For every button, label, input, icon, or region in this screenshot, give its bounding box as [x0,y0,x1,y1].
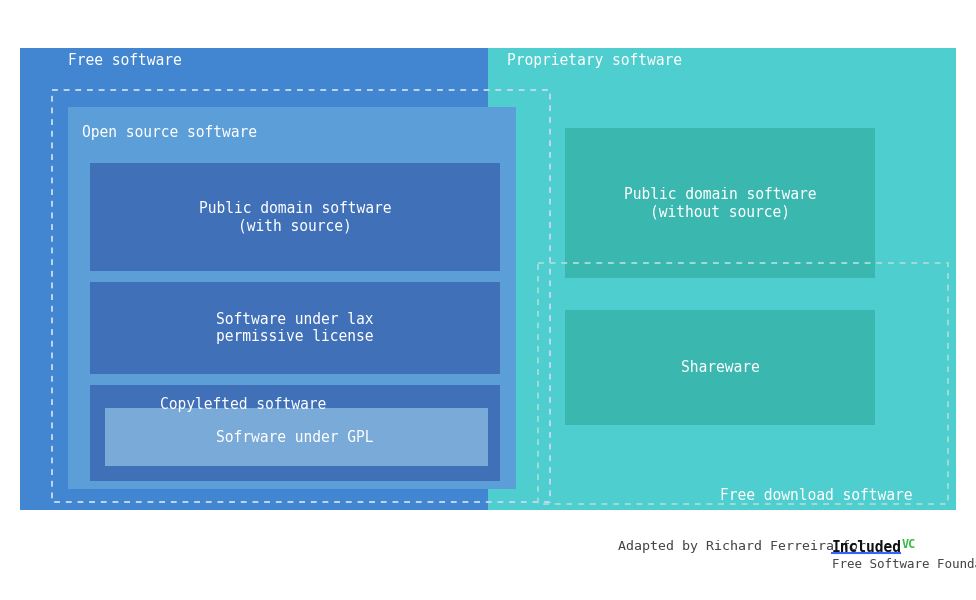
Text: Copylefted software: Copylefted software [160,397,326,412]
Text: Public domain software
(with source): Public domain software (with source) [199,201,391,233]
Text: Shareware: Shareware [680,359,759,374]
Bar [565,310,875,425]
Bar [68,107,516,489]
Text: Free Software Foundation: Free Software Foundation [832,558,976,571]
Bar [538,263,948,504]
Text: Sofrware under GPL: Sofrware under GPL [217,430,374,445]
Bar [488,48,956,510]
Bar [90,282,500,374]
Bar [90,163,500,271]
Text: Public domain software
(without source): Public domain software (without source) [624,187,816,219]
Text: Open source software: Open source software [82,125,257,140]
Bar [90,385,500,481]
Text: Proprietary software: Proprietary software [507,53,682,68]
Text: Software under lax
permissive license: Software under lax permissive license [217,312,374,344]
Bar [20,48,488,510]
Bar [52,90,550,502]
Text: Free software: Free software [68,53,182,68]
Text: Included: Included [832,540,902,555]
Text: Adapted by Richard Ferreira for: Adapted by Richard Ferreira for [618,540,866,553]
Text: VC: VC [902,538,916,551]
Text: Free download software: Free download software [720,488,913,503]
Bar [565,128,875,278]
Bar [105,408,488,466]
